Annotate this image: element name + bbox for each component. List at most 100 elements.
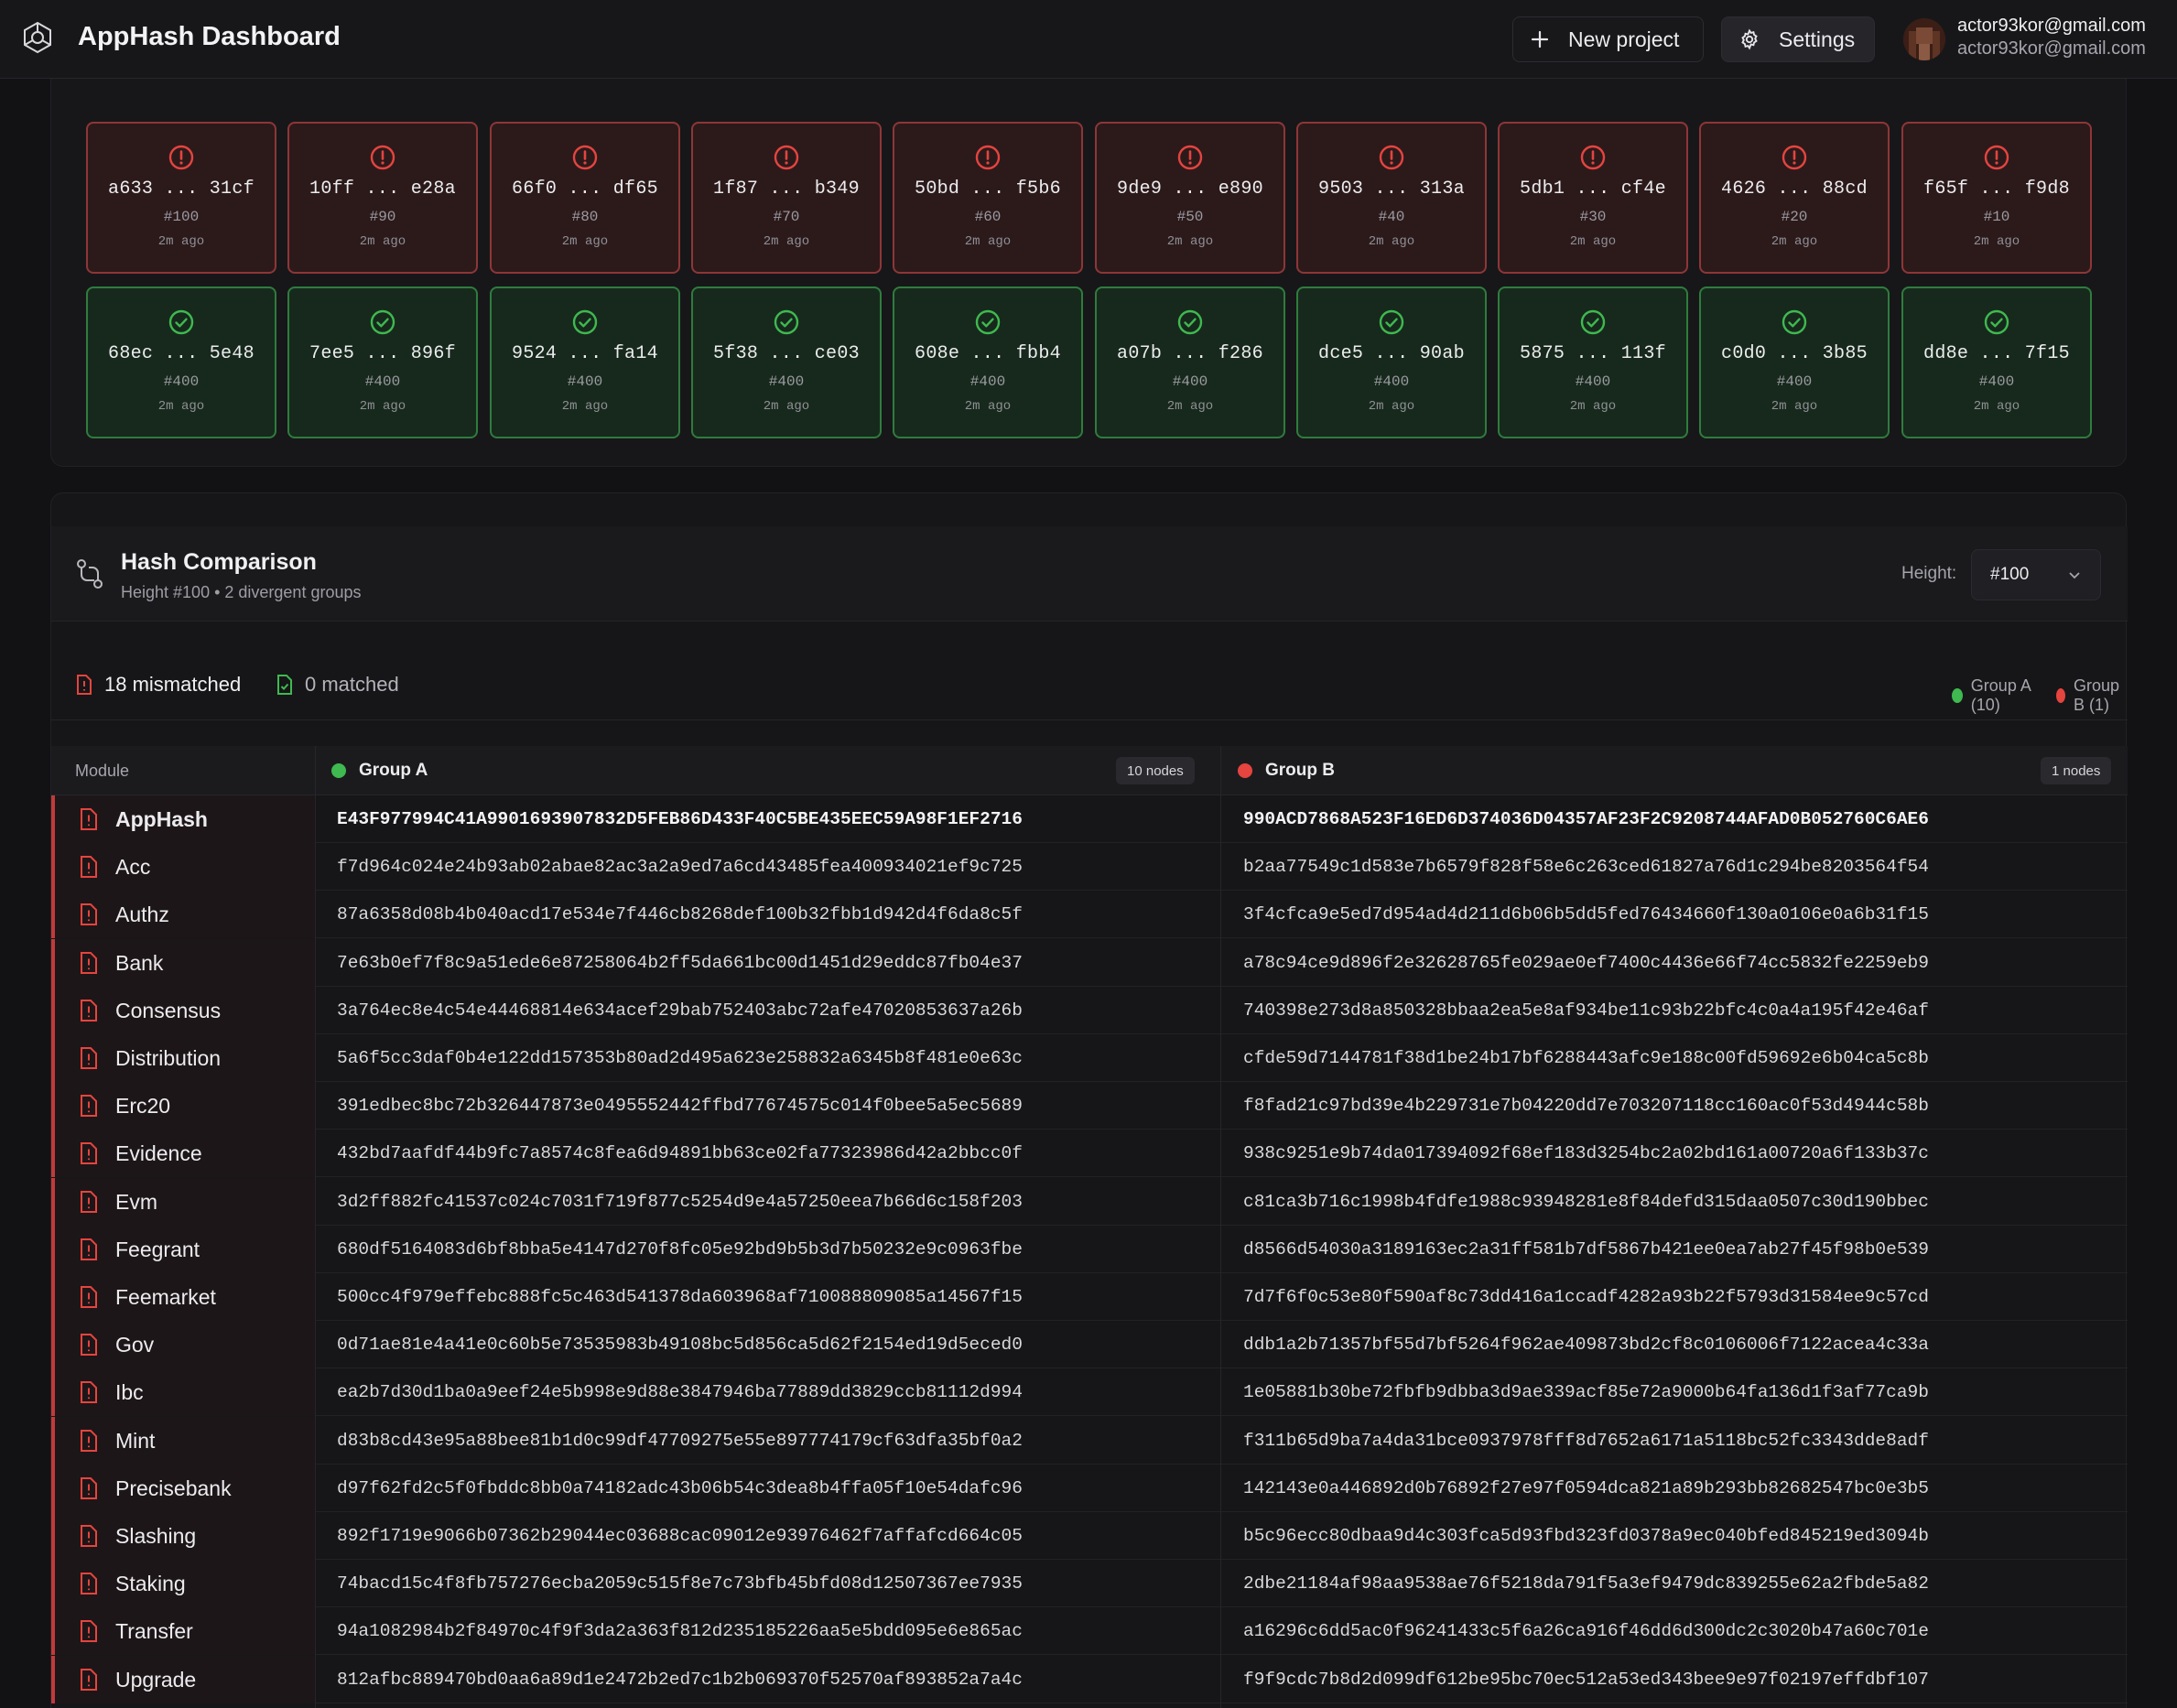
group-b-hash[interactable]: 938c9251e9b74da017394092f68ef183d3254bc2… (1243, 1143, 1929, 1163)
table-row[interactable]: Feemarket 500cc4f979effebc888fc5c463d5413… (51, 1273, 2128, 1321)
group-a-hash[interactable]: 74bacd15c4f8fb757276ecba2059c515f8e7c73b… (337, 1573, 1023, 1594)
module-name: Feegrant (115, 1238, 200, 1261)
group-b-hash[interactable]: 990ACD7868A523F16ED6D374036D04357AF23F2C… (1243, 809, 1929, 829)
table-row[interactable]: Precisebank d97f62fd2c5f0fbddc8bb0a74182a… (51, 1465, 2128, 1512)
module-name: Slashing (115, 1524, 197, 1548)
block-card-passed[interactable]: dd8e ... 7f15 #400 2m ago (1901, 286, 2092, 438)
table-row[interactable]: Evidence 432bd7aafdf44b9fc7a8574c8fea6d94… (51, 1130, 2128, 1177)
legend-group-a-label: Group A (10) (1970, 676, 2031, 714)
group-b-hash[interactable]: 1e05881b30be72fbfb9dbba3d9ae339acf85e72a… (1243, 1382, 1929, 1402)
block-card-passed[interactable]: 5f38 ... ce03 #400 2m ago (691, 286, 882, 438)
group-a-hash[interactable]: 812afbc889470bd0aa6a89d1e2472b2ed7c1b2b0… (337, 1670, 1023, 1690)
block-card-passed[interactable]: 608e ... fbb4 #400 2m ago (893, 286, 1083, 438)
group-b-hash[interactable]: 7d7f6f0c53e80f590af8c73dd416a1ccadf4282a… (1243, 1287, 1929, 1307)
table-row[interactable]: Erc20 391edbec8bc72b326447873e0495552442f… (51, 1082, 2128, 1130)
group-a-hash[interactable]: d83b8cd43e95a88bee81b1d0c99df47709275e55… (337, 1431, 1023, 1451)
table-row[interactable]: Gov 0d71ae81e4a41e0c60b5e73535983b49108bc… (51, 1321, 2128, 1368)
group-a-hash[interactable]: 0d71ae81e4a41e0c60b5e73535983b49108bc5d8… (337, 1335, 1023, 1355)
group-a-hash[interactable]: E43F977994C41A9901693907832D5FEB86D433F4… (337, 809, 1023, 829)
block-card-failed[interactable]: 1f87 ... b349 #70 2m ago (691, 122, 882, 274)
table-row[interactable]: Acc f7d964c024e24b93ab02abae82ac3a2a9ed7a… (51, 843, 2128, 891)
mismatched-count: 18 mismatched (75, 673, 241, 697)
settings-button[interactable]: Settings (1721, 16, 1875, 62)
group-a-hash[interactable]: f7d964c024e24b93ab02abae82ac3a2a9ed7a6cd… (337, 857, 1023, 877)
table-row[interactable]: Staking 74bacd15c4f8fb757276ecba2059c515f… (51, 1560, 2128, 1607)
block-age: 2m ago (157, 399, 205, 414)
group-a-hash[interactable]: ea2b7d30d1ba0a9eef24e5b998e9d88e3847946b… (337, 1382, 1023, 1402)
table-row[interactable]: Consensus 3a764ec8e4c54e44468814e634acef2… (51, 987, 2128, 1034)
block-card-failed[interactable]: a633 ... 31cf #100 2m ago (86, 122, 276, 274)
block-card-passed[interactable]: dce5 ... 90ab #400 2m ago (1296, 286, 1487, 438)
group-b-hash[interactable]: 740398e273d8a850328bbaa2ea5e8af934be11c9… (1243, 1000, 1929, 1021)
table-row[interactable]: Upgrade 812afbc889470bd0aa6a89d1e2472b2ed… (51, 1656, 2128, 1703)
table-row[interactable]: Transfer 94a1082984b2f84970c4f9f3da2a363f… (51, 1607, 2128, 1655)
block-card-failed[interactable]: 50bd ... f5b6 #60 2m ago (893, 122, 1083, 274)
table-row[interactable]: Bank 7e63b0ef7f8c9a51ede6e87258064b2ff5da… (51, 939, 2128, 987)
table-row[interactable]: AppHash E43F977994C41A9901693907832D5FEB8… (51, 795, 2128, 843)
group-b-hash[interactable]: 142143e0a446892d0b76892f27e97f0594dca821… (1243, 1478, 1929, 1498)
block-card-failed[interactable]: 66f0 ... df65 #80 2m ago (490, 122, 680, 274)
group-a-hash[interactable]: 94a1082984b2f84970c4f9f3da2a363f812d2351… (337, 1621, 1023, 1641)
group-a-hash[interactable]: 3a764ec8e4c54e44468814e634acef29bab75240… (337, 1000, 1023, 1021)
git-compare-icon (77, 559, 103, 589)
block-age: 2m ago (157, 234, 205, 249)
group-a-hash[interactable]: 432bd7aafdf44b9fc7a8574c8fea6d94891bb63c… (337, 1143, 1023, 1163)
block-card-failed[interactable]: 9de9 ... e890 #50 2m ago (1095, 122, 1285, 274)
group-a-hash[interactable]: 500cc4f979effebc888fc5c463d541378da60396… (337, 1287, 1023, 1307)
block-card-failed[interactable]: 4626 ... 88cd #20 2m ago (1699, 122, 1890, 274)
block-card-passed[interactable]: c0d0 ... 3b85 #400 2m ago (1699, 286, 1890, 438)
table-row[interactable]: Slashing 892f1719e9066b07362b29044ec03688… (51, 1512, 2128, 1560)
block-card-passed[interactable]: 7ee5 ... 896f #400 2m ago (287, 286, 478, 438)
group-b-hash[interactable]: a16296c6dd5ac0f96241433c5f6a26ca916f46dd… (1243, 1621, 1929, 1641)
block-card-failed[interactable]: f65f ... f9d8 #10 2m ago (1901, 122, 2092, 274)
alert-circle-icon (168, 145, 194, 170)
group-a-hash[interactable]: 680df5164083d6bf8bba5e4147d270f8fc05e92b… (337, 1239, 1023, 1259)
group-b-hash[interactable]: ddb1a2b71357bf55d7bf5264f962ae409873bd2c… (1243, 1335, 1929, 1355)
group-b-hash[interactable]: d8566d54030a3189163ec2a31ff581b7df5867b4… (1243, 1239, 1929, 1259)
group-b-hash[interactable]: f9f9cdc7b8d2d099df612be95bc70ec512a53ed3… (1243, 1670, 1929, 1690)
block-card-failed[interactable]: 5db1 ... cf4e #30 2m ago (1498, 122, 1688, 274)
table-row[interactable]: Ibc ea2b7d30d1ba0a9eef24e5b998e9d88e38479… (51, 1368, 2128, 1416)
file-alert-icon (81, 1430, 97, 1452)
module-cell: Ibc (51, 1368, 315, 1416)
group-b-hash[interactable]: a78c94ce9d896f2e32628765fe029ae0ef7400c4… (1243, 953, 1929, 973)
group-b-hash[interactable]: b5c96ecc80dbaa9d4c303fca5d93fbd323fd0378… (1243, 1526, 1929, 1546)
group-b-hash[interactable]: b2aa77549c1d583e7b6579f828f58e6c263ced61… (1243, 857, 1929, 877)
group-a-hash[interactable]: 391edbec8bc72b326447873e0495552442ffbd77… (337, 1096, 1023, 1116)
group-a-hash[interactable]: 5a6f5cc3daf0b4e122dd157353b80ad2d495a623… (337, 1048, 1023, 1068)
block-card-failed[interactable]: 9503 ... 313a #40 2m ago (1296, 122, 1487, 274)
group-b-hash[interactable]: c81ca3b716c1998b4fdfe1988c93948281e8f84d… (1243, 1192, 1929, 1212)
block-card-passed[interactable]: a07b ... f286 #400 2m ago (1095, 286, 1285, 438)
block-card-failed[interactable]: 10ff ... e28a #90 2m ago (287, 122, 478, 274)
column-header-group-a[interactable]: Group A (331, 761, 428, 781)
app-logo-icon[interactable] (20, 20, 55, 55)
group-a-hash[interactable]: 3d2ff882fc41537c024c7031f719f877c5254d9e… (337, 1192, 1023, 1212)
block-age: 2m ago (964, 234, 1012, 249)
block-card-passed[interactable]: 5875 ... 113f #400 2m ago (1498, 286, 1688, 438)
group-b-hash[interactable]: f311b65d9ba7a4da31bce0937978fff8d7652a61… (1243, 1431, 1929, 1451)
module-cell: Upgrade (51, 1656, 315, 1703)
height-select[interactable]: #100 (1971, 549, 2101, 600)
user-email[interactable]: actor93kor@gmail.com (1957, 16, 2146, 36)
matched-label: 0 matched (305, 673, 399, 696)
module-cell: Precisebank (51, 1465, 315, 1512)
table-row[interactable]: Mint d83b8cd43e95a88bee81b1d0c99df4770927… (51, 1417, 2128, 1465)
block-height: #400 (1172, 373, 1208, 390)
column-header-group-b[interactable]: Group B (1238, 761, 1335, 781)
table-row[interactable]: Feegrant 680df5164083d6bf8bba5e4147d270f8… (51, 1226, 2128, 1273)
group-a-hash[interactable]: 892f1719e9066b07362b29044ec03688cac09012… (337, 1526, 1023, 1546)
avatar[interactable] (1903, 18, 1945, 60)
group-b-hash[interactable]: cfde59d7144781f38d1be24b17bf6288443afc9e… (1243, 1048, 1929, 1068)
group-b-hash[interactable]: 3f4cfca9e5ed7d954ad4d211d6b06b5dd5fed764… (1243, 904, 1929, 924)
group-b-hash[interactable]: f8fad21c97bd39e4b229731e7b04220dd7e70320… (1243, 1096, 1929, 1116)
group-a-hash[interactable]: d97f62fd2c5f0fbddc8bb0a74182adc43b06b54c… (337, 1478, 1023, 1498)
group-b-hash[interactable]: 2dbe21184af98aa9538ae76f5218da791f5a3ef9… (1243, 1573, 1929, 1594)
block-card-passed[interactable]: 68ec ... 5e48 #400 2m ago (86, 286, 276, 438)
table-row[interactable]: Distribution 5a6f5cc3daf0b4e122dd157353b8… (51, 1034, 2128, 1082)
block-card-passed[interactable]: 9524 ... fa14 #400 2m ago (490, 286, 680, 438)
table-row[interactable]: Evm 3d2ff882fc41537c024c7031f719f877c5254… (51, 1178, 2128, 1226)
group-a-hash[interactable]: 87a6358d08b4b040acd17e534e7f446cb8268def… (337, 904, 1023, 924)
new-project-button[interactable]: New project (1512, 16, 1704, 62)
group-a-hash[interactable]: 7e63b0ef7f8c9a51ede6e87258064b2ff5da661b… (337, 953, 1023, 973)
table-row[interactable]: Authz 87a6358d08b4b040acd17e534e7f446cb82… (51, 891, 2128, 938)
